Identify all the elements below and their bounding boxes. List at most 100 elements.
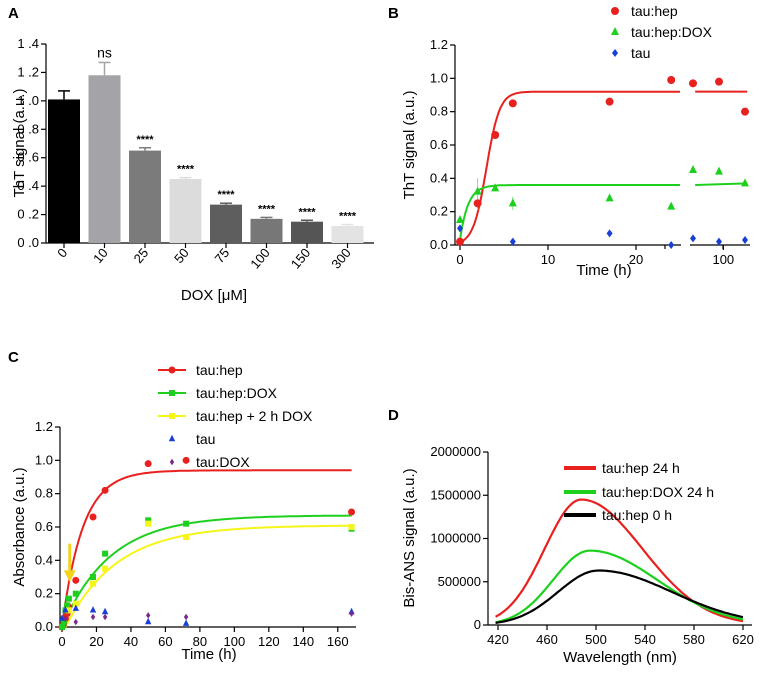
panel-b-point-0 (508, 99, 517, 108)
panel-c-letter: C (8, 349, 19, 366)
panel-a-xtick-label: 50 (171, 245, 192, 266)
panel-a-bar (169, 179, 202, 243)
panel-c-ytick-label: 0.4 (35, 552, 53, 567)
panel-c-legend-marker (169, 390, 175, 396)
panel-c-absorbance-kinetics: 0.0 0.2 0.4 0.6 0.8 1.0 1.2 0 20 40 60 80 100 120 140 1… (11, 362, 356, 663)
panel-c-point-4 (145, 612, 151, 619)
panel-c-point-1 (64, 602, 71, 609)
panel-b-point-1 (689, 165, 697, 173)
panel-b-ytick-label: 0.4 (430, 170, 448, 185)
panel-c-point-3 (144, 617, 152, 625)
panel-b-point-2 (606, 229, 613, 238)
panel-b-xtick-label: 10 (541, 252, 555, 267)
panel-c-point-4 (102, 613, 108, 621)
panel-c-legend-label: tau:hep:DOX (196, 385, 278, 401)
panel-a-bar (250, 218, 283, 243)
panel-b-point-1 (667, 201, 676, 210)
panel-a-xtick-label: 10 (90, 245, 111, 266)
panel-b-legend-marker (611, 7, 619, 15)
panel-b-legend-marker (611, 27, 619, 35)
panel-d-xtick-label: 500 (585, 632, 607, 647)
panel-c-legend-label: tau:hep (196, 362, 243, 378)
panel-b-legend-label: tau (631, 45, 650, 61)
panel-a-xtick-label: 25 (131, 245, 152, 266)
panel-b-point-1 (508, 198, 517, 207)
panel-b-letter: B (388, 5, 399, 22)
panel-a-significance-label: **** (258, 203, 276, 215)
panel-c-legend-marker (169, 413, 175, 419)
panel-c-point-3 (72, 604, 79, 611)
panel-c-xtick-label: 120 (258, 634, 280, 649)
panel-a-bar (48, 99, 80, 243)
panel-a-bar (88, 75, 121, 244)
panel-c-legend-label: tau:hep + 2 h DOX (196, 408, 313, 424)
panel-a-bar (291, 221, 323, 243)
panel-c-point-2 (183, 534, 190, 540)
panel-c-xtick-label: 160 (327, 634, 349, 649)
panel-b-legend-label: tau:hep (631, 3, 678, 19)
panel-a-ytick-label: 0 .2 (17, 207, 39, 222)
panel-a-significance-label: **** (217, 189, 235, 201)
panel-d-xtick-label: 420 (487, 632, 509, 647)
panel-c-point-4 (90, 613, 96, 621)
panel-c-tau-hep-dox-fit (61, 514, 352, 628)
panel-c-point-3 (182, 619, 190, 626)
panel-b-point-1 (456, 215, 464, 223)
panel-c-xtick-label: 80 (193, 634, 207, 649)
panel-c-legend-marker (168, 366, 176, 374)
panel-c-point-1 (59, 624, 65, 630)
panel-a-ytick-label: 1 .2 (17, 64, 39, 79)
panel-b-xtick-label: 0 (456, 252, 463, 267)
panel-b-point-2 (742, 236, 748, 244)
panel-c-point-3 (62, 606, 69, 613)
panel-c-point-4 (349, 610, 354, 617)
panel-c-ytick-label: 0.2 (35, 586, 53, 601)
panel-d-bis-ans-spectra: 0 500000 1000000 1500000 2000000 420 460 500 540… (401, 444, 754, 666)
panel-a-ytick-label: 0 .8 (17, 121, 39, 136)
panel-b-legend-label: tau:hep:DOX (631, 24, 713, 40)
panel-c-xtick-label: 100 (224, 634, 246, 649)
panel-a-xtick-label: 0 (54, 245, 70, 260)
panel-d-ytick-label: 0 (474, 617, 481, 632)
panel-c-xtick-label: 140 (292, 634, 314, 649)
panel-a-x-axis-title: DOX [μM] (181, 287, 247, 304)
panel-b-ytick-label: 1.2 (430, 37, 448, 52)
panel-c-xtick-label: 0 (58, 634, 65, 649)
panel-c-point-1 (145, 517, 152, 524)
panel-a-significance-label: **** (177, 164, 195, 176)
panel-b-tau-hep-fit (459, 90, 680, 244)
panel-c-ytick-label: 0.8 (35, 486, 53, 501)
panel-c-ytick-label: 0.0 (35, 619, 53, 634)
panel-b-ytick-label: 0.2 (430, 204, 448, 219)
panel-b-y-axis-title: ThT signal (a.u.) (401, 91, 418, 200)
panel-b-point-0 (715, 77, 723, 86)
panel-a-xtick-label: 300 (328, 245, 353, 271)
panel-b-point-0 (667, 76, 676, 84)
panel-c-point-1 (183, 520, 190, 527)
panel-d-legend-label: tau:hep 0 h (602, 507, 672, 523)
panel-a-ytick-label: 0 .4 (17, 178, 39, 193)
panel-d-xtick-label: 460 (536, 632, 558, 647)
panel-b-point-0 (491, 131, 500, 139)
panel-b-ytick-label: 0.0 (430, 237, 448, 252)
panel-b-point-2 (668, 241, 675, 249)
panel-a-significance-label: **** (136, 134, 154, 146)
panel-d-legend-label: tau:hep:DOX 24 h (602, 484, 714, 500)
panel-b-point-1 (473, 186, 482, 195)
panel-c-point-1 (72, 590, 79, 597)
panel-c-point-0 (348, 508, 356, 516)
panel-c-point-2 (348, 524, 355, 530)
panel-b-point-1 (741, 178, 749, 187)
panel-b-point-1 (605, 193, 614, 202)
panel-c-point-1 (65, 595, 72, 602)
panel-c-legend-marker (169, 458, 175, 466)
panel-c-point-3 (101, 607, 109, 615)
panel-b-point-2 (690, 234, 696, 243)
panel-b-point-0 (605, 97, 614, 106)
panel-c-xtick-label: 60 (158, 634, 172, 649)
panel-d-letter: D (388, 407, 399, 424)
panel-a-xtick-label: 100 (247, 245, 272, 271)
panel-b-xtick-label: 20 (629, 252, 643, 267)
panel-c-legend-label: tau:DOX (196, 454, 250, 470)
panel-b-point-0 (473, 199, 482, 208)
